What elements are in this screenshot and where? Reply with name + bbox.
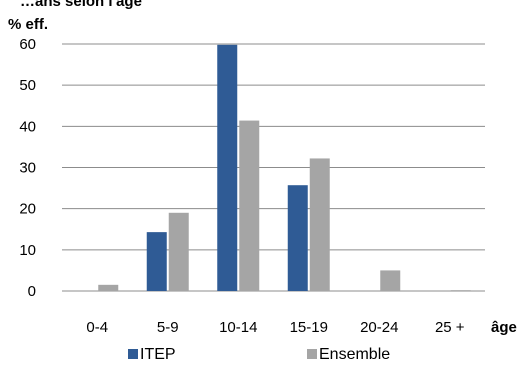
legend-label-ensemble: Ensemble — [319, 346, 390, 363]
legend-swatch-itep — [128, 349, 138, 359]
legend-label-itep: ITEP — [140, 346, 176, 363]
bar-itep-5-9 — [146, 232, 167, 291]
y-tick-20: 20 — [19, 201, 36, 218]
y-tick-0: 0 — [28, 283, 36, 300]
chart-title: …ans selon l'âge — [20, 0, 142, 10]
legend-swatch-ensemble — [307, 349, 317, 359]
x-tick-2: 10-14 — [219, 319, 257, 336]
bar-itep-15-19 — [287, 185, 308, 291]
bar-ensemble-0-4 — [98, 284, 119, 291]
bars — [98, 44, 471, 291]
y-tick-40: 40 — [19, 118, 36, 135]
x-tick-3: 15-19 — [290, 319, 328, 336]
x-tick-1: 5-9 — [157, 319, 179, 336]
x-tick-0: 0-4 — [86, 319, 108, 336]
x-tick-4: 20-24 — [360, 319, 398, 336]
gridlines — [62, 43, 485, 292]
y-axis-label: % eff. — [8, 16, 48, 33]
bar-ensemble-25 — [450, 290, 471, 291]
y-tick-10: 10 — [19, 242, 36, 259]
y-tick-labels: 0 10 20 30 40 50 60 — [19, 36, 36, 300]
x-tick-5: 25 + — [435, 319, 465, 336]
legend: ITEP Ensemble — [128, 346, 390, 363]
x-axis-label: âge — [491, 319, 517, 336]
bar-ensemble-20-24 — [380, 270, 401, 291]
y-tick-50: 50 — [19, 77, 36, 94]
bar-itep-10-14 — [217, 44, 238, 291]
bar-ensemble-15-19 — [309, 158, 330, 291]
y-tick-60: 60 — [19, 36, 36, 53]
bar-ensemble-5-9 — [168, 212, 189, 291]
x-tick-labels: 0-4 5-9 10-14 15-19 20-24 25 + — [86, 319, 464, 336]
bar-ensemble-10-14 — [239, 120, 260, 291]
y-tick-30: 30 — [19, 160, 36, 177]
